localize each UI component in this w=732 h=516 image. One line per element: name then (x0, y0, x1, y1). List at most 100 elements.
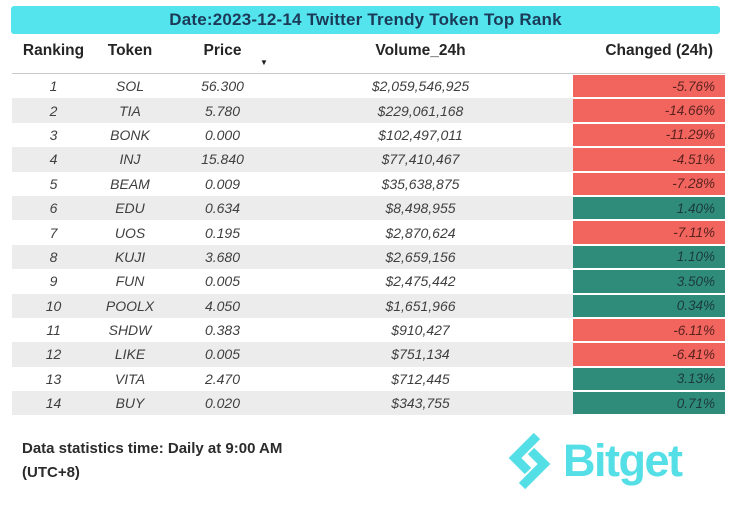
rank-cell: 12 (45, 346, 62, 363)
token-cell: SOL (115, 78, 144, 95)
changed-cell: 3.13% (573, 366, 725, 392)
token-cell: FUN (115, 273, 145, 290)
table-row: 14 BUY 0.020 $343,755 0.71% (12, 391, 725, 416)
changed-cell: 0.34% (573, 293, 725, 318)
column-header-volume[interactable]: Volume_24h (375, 42, 466, 59)
table-row: 12 LIKE 0.005 $751,134 -6.41% (12, 342, 725, 367)
table-row: 5 BEAM 0.009 $35,638,875 -7.28% (12, 171, 725, 196)
changed-cell: 3.50% (573, 269, 725, 294)
token-cell: BONK (110, 126, 150, 143)
column-header-changed[interactable]: Changed (24h) (605, 42, 713, 59)
token-cell: INJ (119, 151, 141, 168)
price-cell: 0.009 (204, 175, 241, 192)
changed-cell: -5.76% (573, 74, 725, 99)
table-row: 7 UOS 0.195 $2,870,624 -7.11% (12, 220, 725, 245)
token-cell: TIA (119, 102, 141, 119)
volume-cell: $77,410,467 (381, 151, 460, 168)
volume-cell: $2,659,156 (385, 248, 456, 265)
volume-cell: $751,134 (391, 346, 450, 363)
bitget-logo: Bitget (505, 429, 683, 493)
bitget-logo-icon (508, 432, 551, 490)
volume-cell: $1,651,966 (385, 297, 456, 314)
table-row: 6 EDU 0.634 $8,498,955 1.40% (12, 195, 725, 221)
changed-cell: -6.11% (573, 317, 725, 343)
rank-cell: 8 (49, 248, 58, 265)
price-cell: 56.300 (201, 78, 244, 95)
price-cell: 0.634 (204, 200, 241, 217)
table-row: 9 FUN 0.005 $2,475,442 3.50% (12, 269, 725, 294)
rank-cell: 11 (46, 322, 61, 339)
table-row: 1 SOL 56.300 $2,059,546,925 -5.76% (12, 74, 725, 99)
column-header-gap (561, 36, 573, 73)
sort-descending-icon[interactable]: ▼ (260, 58, 268, 67)
token-cell: BEAM (110, 175, 150, 192)
title-bar: Date:2023-12-14 Twitter Trendy Token Top… (11, 6, 720, 34)
price-cell: 0.000 (204, 126, 241, 143)
changed-cell: -14.66% (573, 98, 725, 123)
rank-cell: 7 (49, 224, 58, 241)
volume-cell: $712,445 (391, 370, 450, 387)
price-cell: 0.383 (204, 322, 241, 339)
changed-cell: -6.41% (573, 342, 725, 367)
column-header-price[interactable]: Price (203, 42, 242, 59)
rank-cell: 6 (49, 200, 58, 217)
rank-cell: 13 (45, 370, 62, 387)
rank-cell: 5 (49, 175, 58, 192)
price-cell: 15.840 (201, 151, 244, 168)
volume-cell: $910,427 (391, 322, 450, 339)
rank-cell: 10 (45, 297, 62, 314)
price-cell: 0.020 (204, 395, 241, 412)
table-row: 10 POOLX 4.050 $1,651,966 0.34% (12, 293, 725, 318)
volume-cell: $2,059,546,925 (371, 78, 470, 95)
table-row: 13 VITA 2.470 $712,445 3.13% (12, 366, 725, 392)
column-header-token[interactable]: Token (107, 42, 153, 59)
volume-cell: $2,475,442 (385, 273, 456, 290)
price-cell: 3.680 (204, 248, 241, 265)
rank-cell: 1 (49, 78, 58, 95)
rank-cell: 14 (45, 395, 62, 412)
volume-cell: $8,498,955 (385, 200, 456, 217)
volume-cell: $229,061,168 (377, 102, 464, 119)
price-cell: 0.195 (204, 224, 241, 241)
changed-cell: 1.10% (573, 244, 725, 270)
table-row: 3 BONK 0.000 $102,497,011 -11.29% (12, 122, 725, 148)
column-header-ranking[interactable]: Ranking (22, 42, 85, 59)
table-body: 1 SOL 56.300 $2,059,546,925 -5.76% 2 TIA… (12, 74, 725, 416)
volume-cell: $343,755 (391, 395, 450, 412)
changed-cell: -7.28% (573, 171, 725, 196)
token-rank-table: Ranking Token Price Volume_24h Changed (… (12, 36, 725, 416)
token-cell: UOS (114, 224, 146, 241)
note-line-1: Data statistics time: Daily at 9:00 AM (22, 440, 283, 457)
token-cell: EDU (115, 200, 145, 217)
changed-cell: 0.71% (573, 391, 725, 416)
changed-cell: 1.40% (573, 195, 725, 221)
changed-cell: -7.11% (573, 220, 725, 245)
rank-cell: 9 (49, 273, 58, 290)
rank-cell: 2 (49, 102, 58, 119)
volume-cell: $35,638,875 (381, 175, 460, 192)
price-cell: 0.005 (204, 346, 241, 363)
page-title: Date:2023-12-14 Twitter Trendy Token Top… (169, 10, 562, 29)
price-cell: 2.470 (204, 370, 241, 387)
table-header-row: Ranking Token Price Volume_24h Changed (… (12, 36, 725, 74)
token-cell: BUY (115, 395, 145, 412)
token-cell: LIKE (114, 346, 146, 363)
price-cell: 4.050 (204, 297, 241, 314)
table-row: 2 TIA 5.780 $229,061,168 -14.66% (12, 98, 725, 123)
bitget-wordmark: Bitget (563, 435, 683, 486)
note-line-2: (UTC+8) (22, 464, 80, 481)
token-cell: VITA (114, 370, 146, 387)
volume-cell: $102,497,011 (378, 126, 463, 143)
price-cell: 5.780 (204, 102, 241, 119)
token-cell: SHDW (108, 322, 152, 339)
token-cell: KUJI (114, 248, 146, 265)
changed-cell: -4.51% (573, 147, 725, 172)
volume-cell: $2,870,624 (385, 224, 456, 241)
changed-cell: -11.29% (573, 122, 725, 148)
table-row: 11 SHDW 0.383 $910,427 -6.11% (12, 317, 725, 343)
table-row: 4 INJ 15.840 $77,410,467 -4.51% (12, 147, 725, 172)
price-cell: 0.005 (204, 273, 241, 290)
table-row: 8 KUJI 3.680 $2,659,156 1.10% (12, 244, 725, 270)
data-statistics-note: Data statistics time: Daily at 9:00 AM (… (22, 437, 282, 485)
token-cell: POOLX (105, 297, 155, 314)
